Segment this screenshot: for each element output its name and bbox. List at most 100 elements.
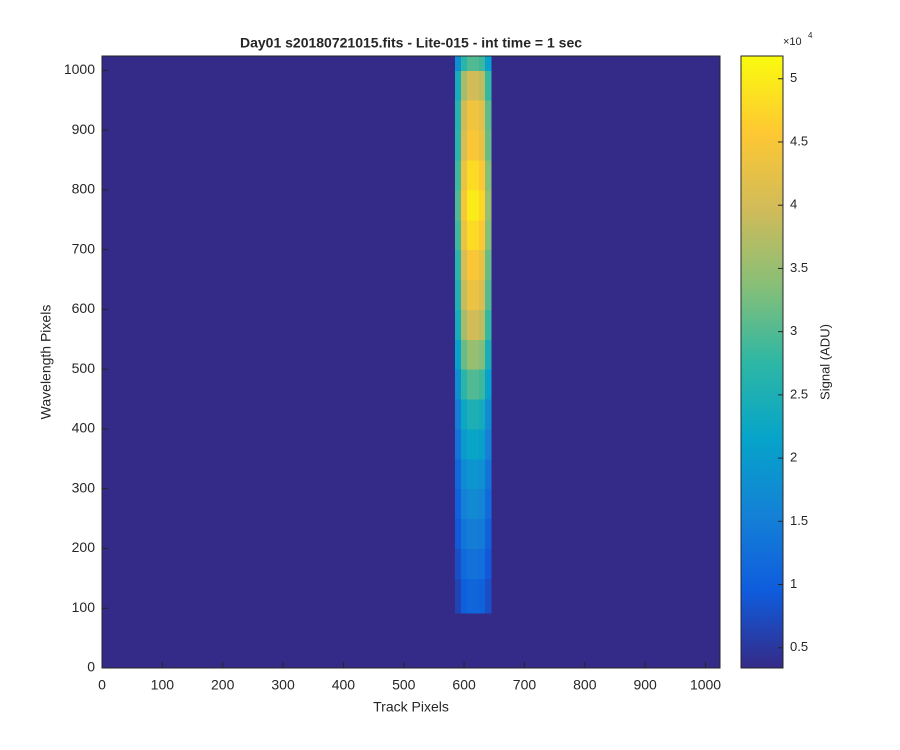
plot-frame — [101, 55, 721, 669]
heatmap-cell — [473, 249, 480, 281]
heatmap-cell — [461, 548, 468, 579]
y-tick-label: 800 — [72, 181, 96, 197]
heatmap-cell — [455, 369, 462, 400]
heatmap-cell — [491, 159, 721, 191]
heatmap-cell — [467, 458, 474, 490]
colorbar-tick-label: 4.5 — [790, 133, 808, 148]
heatmap-cell — [479, 578, 486, 614]
colorbar-scale-base: ×10 — [783, 36, 802, 48]
heatmap-cell — [491, 56, 721, 71]
heatmap-cell — [485, 279, 492, 310]
heatmap-cell — [491, 279, 721, 310]
heatmap-cell — [455, 548, 462, 579]
heatmap-cell — [485, 428, 492, 460]
heatmap-cell — [461, 219, 468, 251]
heatmap-cell — [485, 548, 492, 579]
heatmap-cell — [473, 548, 480, 579]
heatmap-cell — [467, 159, 474, 191]
colorbar-scale-exponent: 4 — [808, 31, 813, 40]
heatmap-cell — [102, 159, 456, 191]
y-axis-label: Wavelength Pixels — [38, 305, 54, 420]
heatmap-cell — [485, 130, 492, 161]
heatmap-cell — [467, 56, 474, 71]
heatmap-cell — [479, 613, 486, 669]
heatmap-cell — [491, 130, 721, 161]
heatmap-cell — [485, 249, 492, 281]
heatmap-cell — [485, 369, 492, 400]
heatmap-cell — [491, 578, 721, 614]
x-axis-label: Track Pixels — [373, 699, 449, 715]
heatmap — [102, 56, 721, 669]
heatmap-cell — [473, 518, 480, 549]
heatmap-cell — [455, 339, 462, 370]
heatmap-cell — [461, 613, 468, 669]
heatmap-cell — [491, 309, 721, 340]
heatmap-cell — [479, 428, 486, 460]
heatmap-cell — [461, 518, 468, 549]
x-tick-label: 900 — [633, 677, 657, 693]
heatmap-cell — [102, 613, 456, 669]
heatmap-cell — [102, 548, 456, 579]
heatmap-cell — [455, 249, 462, 281]
colorbar-tick-label: 1 — [790, 576, 797, 591]
heatmap-cell — [485, 339, 492, 370]
heatmap-cell — [467, 369, 474, 400]
heatmap-cell — [467, 428, 474, 460]
heatmap-cell — [102, 100, 456, 131]
heatmap-cell — [461, 130, 468, 161]
heatmap-cell — [485, 219, 492, 251]
heatmap-cell — [102, 518, 456, 549]
heatmap-cell — [479, 159, 486, 191]
y-tick-label: 200 — [72, 539, 96, 555]
heatmap-cell — [461, 100, 468, 131]
heatmap-cell — [455, 399, 462, 430]
heatmap-cell — [473, 399, 480, 430]
y-tick-label: 700 — [72, 240, 96, 256]
colorbar-tick-label: 2.5 — [790, 386, 808, 401]
x-tick-label: 800 — [573, 677, 597, 693]
heatmap-cell — [467, 219, 474, 251]
heatmap-cell — [102, 458, 456, 490]
heatmap-cell — [491, 369, 721, 400]
y-tick-label: 300 — [72, 479, 96, 495]
heatmap-cell — [473, 279, 480, 310]
x-tick-label: 200 — [211, 677, 235, 693]
x-tick-label: 300 — [271, 677, 295, 693]
heatmap-cell — [491, 249, 721, 281]
heatmap-cell — [473, 613, 480, 669]
heatmap-cell — [473, 578, 480, 614]
heatmap-cell — [467, 249, 474, 281]
heatmap-cell — [485, 578, 492, 614]
x-tick-label: 700 — [513, 677, 537, 693]
heatmap-cell — [479, 279, 486, 310]
heatmap-cell — [102, 70, 456, 101]
heatmap-cell — [473, 159, 480, 191]
colorbar-tick-label: 5 — [790, 70, 797, 85]
heatmap-cell — [491, 399, 721, 430]
heatmap-cell — [102, 279, 456, 310]
heatmap-cell — [479, 309, 486, 340]
heatmap-cell — [467, 518, 474, 549]
heatmap-cell — [455, 428, 462, 460]
heatmap-cell — [455, 219, 462, 251]
heatmap-cell — [467, 548, 474, 579]
heatmap-cell — [473, 56, 480, 71]
heatmap-cell — [473, 309, 480, 340]
colorbar — [740, 55, 784, 669]
y-tick-label: 500 — [72, 360, 96, 376]
heatmap-cell — [479, 249, 486, 281]
heatmap-cell — [485, 488, 492, 520]
heatmap-cell — [461, 339, 468, 370]
heatmap-cell — [473, 70, 480, 101]
y-tick-label: 900 — [72, 121, 96, 137]
heatmap-cell — [473, 488, 480, 520]
heatmap-cell — [461, 56, 468, 71]
heatmap-cell — [461, 428, 468, 460]
x-tick-label: 500 — [392, 677, 416, 693]
heatmap-cell — [461, 309, 468, 340]
heatmap-cell — [485, 70, 492, 101]
heatmap-cell — [455, 159, 462, 191]
heatmap-cell — [479, 219, 486, 251]
heatmap-cell — [485, 309, 492, 340]
